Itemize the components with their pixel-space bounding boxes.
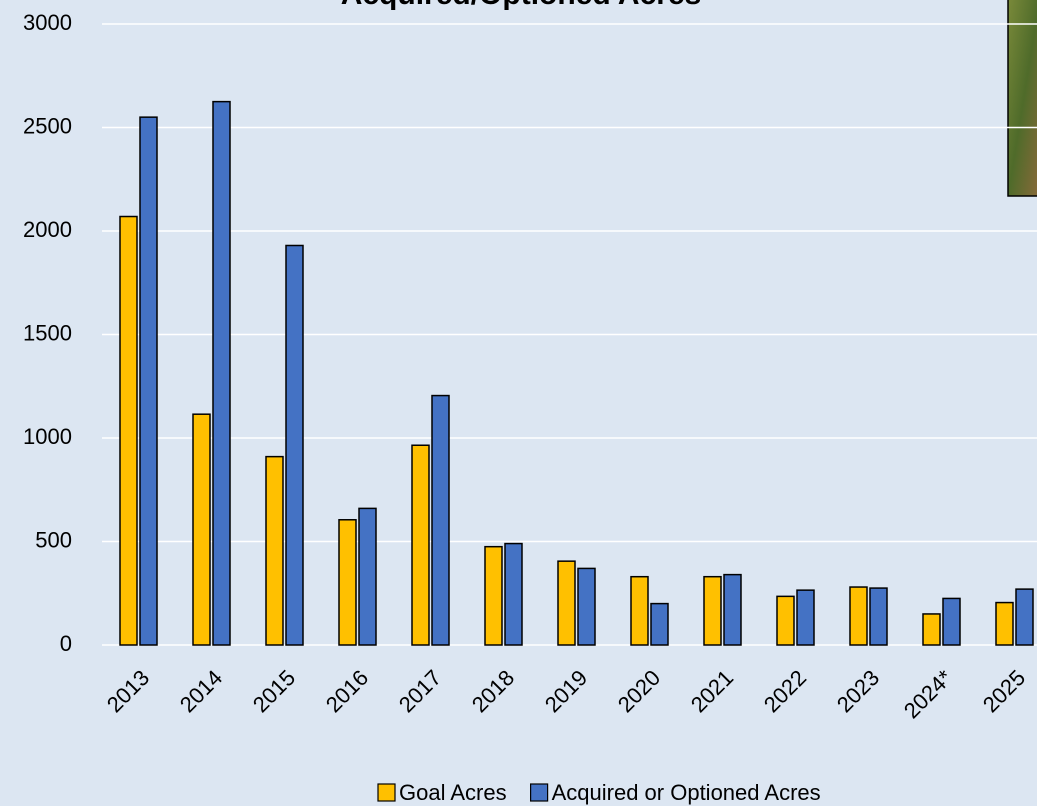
bar: [578, 568, 595, 645]
bar: [923, 614, 940, 645]
y-tick-label: 2500: [23, 113, 72, 138]
bar: [558, 561, 575, 645]
bar: [850, 587, 867, 645]
bar: [505, 544, 522, 645]
legend-swatch: [378, 784, 395, 801]
bar: [1016, 589, 1033, 645]
bar: [996, 603, 1013, 645]
bar: [193, 414, 210, 645]
y-tick-label: 1500: [23, 320, 72, 345]
bar: [412, 445, 429, 645]
y-tick-label: 500: [35, 527, 72, 552]
bar: [631, 577, 648, 645]
bar: [704, 577, 721, 645]
bar: [140, 117, 157, 645]
bar: [943, 598, 960, 645]
bar: [797, 590, 814, 645]
page: Acquired/Optioned Acres 0 500 1000 1500 2000…: [0, 0, 1037, 806]
bar: [485, 547, 502, 645]
chart-title: Acquired/Optioned Acres: [341, 0, 702, 11]
legend-swatch: [531, 784, 548, 801]
photo: [1008, 0, 1037, 196]
bar: [286, 245, 303, 645]
bar: [724, 575, 741, 645]
bar: [266, 457, 283, 645]
bar: [120, 217, 137, 645]
bar: [432, 396, 449, 645]
legend-label: Acquired or Optioned Acres: [552, 780, 821, 805]
bar: [339, 520, 356, 645]
bar: [651, 604, 668, 645]
y-tick-label: 3000: [23, 10, 72, 35]
y-tick-label: 1000: [23, 424, 72, 449]
legend-label: Goal Acres: [399, 780, 507, 805]
y-tick-label: 0: [60, 631, 72, 656]
bar: [777, 596, 794, 645]
bar: [359, 508, 376, 645]
y-tick-label: 2000: [23, 217, 72, 242]
bar: [213, 102, 230, 645]
chart: Acquired/Optioned Acres 0 500 1000 1500 2000…: [0, 0, 1037, 806]
bar: [870, 588, 887, 645]
